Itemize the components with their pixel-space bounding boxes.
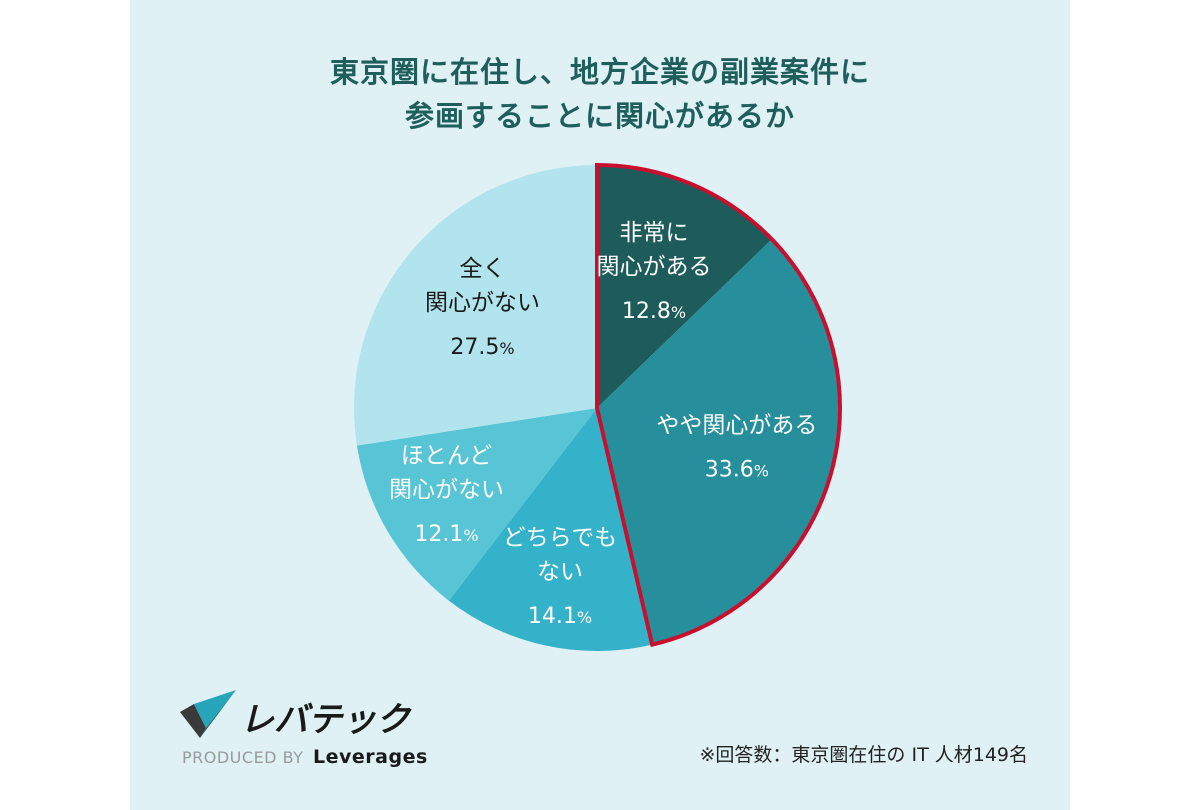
slice-label-0-line-1: 関心がある [597, 254, 712, 280]
pie-slice-2 [448, 408, 653, 652]
pie-slice-4 [354, 165, 597, 446]
pie-slice-1 [597, 239, 840, 645]
pie-slice-0 [597, 165, 772, 408]
slice-label-2-line-0: どちらでも [503, 525, 617, 551]
slice-label-4-line-0: 全く [460, 256, 506, 282]
produced-by-line: PRODUCED BY Leverages [182, 746, 428, 768]
slice-value-2: 14.1% [528, 604, 592, 629]
slice-value-3: 12.1% [414, 522, 478, 547]
slice-label-3-line-0: ほとんど [401, 443, 492, 469]
slice-value-1: 33.6% [705, 457, 769, 482]
check-mark-icon [180, 690, 236, 738]
company-name: Leverages [313, 746, 428, 768]
slice-label-3-line-1: 関心がない [389, 477, 504, 503]
slice-label-0-line-0: 非常に [620, 220, 689, 246]
brand-name: レバテック [240, 700, 410, 740]
produced-by-label: PRODUCED BY [182, 748, 304, 767]
slice-label-2-line-1: ない [537, 559, 583, 585]
chart-title-line-2: 参画することに関心があるか [404, 99, 795, 133]
slice-label-1-line-0: やや関心がある [656, 412, 817, 438]
chart-title: 東京圏に在住し、地方企業の副業案件に 参画することに関心があるか [130, 50, 1070, 138]
highlight-outline [595, 162, 842, 648]
chart-title-line-1: 東京圏に在住し、地方企業の副業案件に [329, 55, 870, 89]
slice-value-4: 27.5% [450, 335, 514, 360]
infographic-canvas: 東京圏に在住し、地方企業の副業案件に 参画することに関心があるか 非常に関心があ… [130, 0, 1070, 810]
slice-value-0: 12.8% [622, 299, 686, 324]
footnote: ※回答数：東京圏在住の IT 人材149名 [699, 744, 1028, 766]
slice-label-4-line-1: 関心がない [425, 290, 540, 316]
levtech-logo: レバテック PRODUCED BY Leverages [180, 690, 440, 780]
pie-slice-3 [356, 408, 597, 601]
